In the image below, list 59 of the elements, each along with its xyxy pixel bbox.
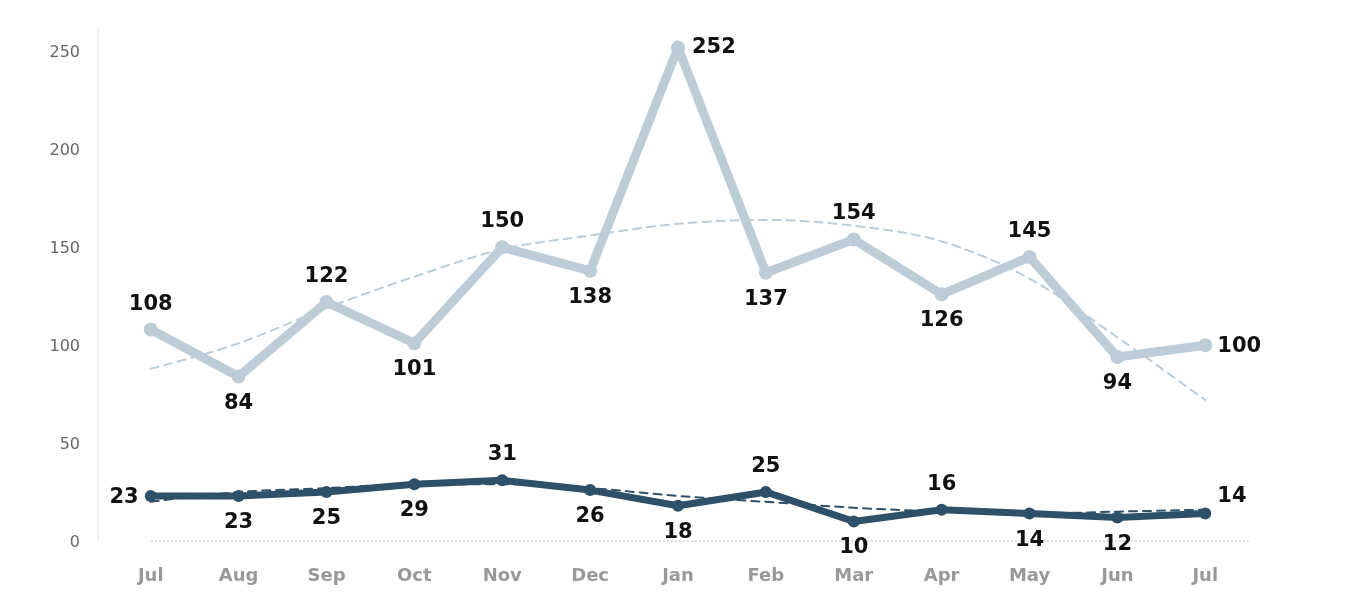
data-label: 14: [1014, 526, 1045, 551]
data-label: 23: [109, 483, 139, 508]
data-label: 10: [839, 534, 869, 559]
point: [583, 263, 598, 278]
point: [144, 489, 157, 502]
data-label: 29: [399, 497, 429, 522]
point: [934, 287, 949, 302]
data-label: 101: [392, 356, 437, 381]
x-tick-label: Jul: [135, 564, 164, 585]
x-tick-label: Mar: [834, 564, 874, 585]
x-tick-label: Feb: [747, 564, 785, 585]
x-tick-label: Dec: [571, 564, 610, 585]
data-label: 31: [487, 441, 517, 466]
data-label: 18: [663, 518, 693, 543]
data-label: 122: [304, 263, 349, 288]
x-tick-label: Jun: [1099, 564, 1134, 585]
y-tick-label: 150: [49, 237, 80, 257]
x-tick-label: Aug: [218, 564, 259, 585]
data-label: 94: [1102, 369, 1133, 394]
data-label: 100: [1217, 333, 1262, 358]
point: [1198, 338, 1213, 353]
point: [759, 486, 772, 499]
y-tick-label: 250: [49, 42, 80, 62]
data-label: 154: [831, 200, 876, 225]
x-tick-label: Jan: [660, 564, 694, 585]
data-label: 12: [1102, 530, 1133, 555]
x-tick-label: Oct: [397, 564, 433, 585]
y-tick-label: 200: [49, 140, 80, 159]
data-label: 26: [575, 503, 605, 528]
data-label: 138: [568, 283, 613, 308]
data-label: 23: [223, 508, 254, 533]
data-label: 14: [1217, 482, 1247, 507]
point: [143, 322, 158, 337]
point: [847, 515, 860, 528]
point: [758, 265, 773, 280]
point: [231, 369, 246, 384]
point: [407, 336, 422, 351]
y-tick-label: 100: [49, 335, 80, 355]
data-label: 16: [927, 470, 957, 495]
y-tick-label: 0: [69, 531, 80, 551]
x-tick-label: May: [1008, 564, 1051, 585]
data-label: 84: [223, 389, 254, 414]
y-tick-label: 50: [59, 433, 80, 453]
data-label: 126: [919, 307, 964, 332]
data-label: 252: [692, 33, 736, 58]
data-label: 137: [743, 285, 788, 310]
x-tick-label: Jul: [1190, 564, 1219, 585]
point: [1110, 349, 1125, 364]
x-tick-label: Apr: [923, 564, 960, 585]
x-tick-label: Nov: [482, 564, 523, 585]
data-label: 25: [751, 453, 781, 478]
data-label: 145: [1007, 218, 1052, 243]
data-label: 25: [311, 505, 342, 530]
x-tick-label: Sep: [307, 564, 346, 585]
point: [846, 232, 861, 247]
point: [1022, 250, 1037, 265]
data-label: 150: [480, 208, 525, 233]
data-label: 108: [128, 290, 173, 315]
point: [672, 499, 684, 512]
